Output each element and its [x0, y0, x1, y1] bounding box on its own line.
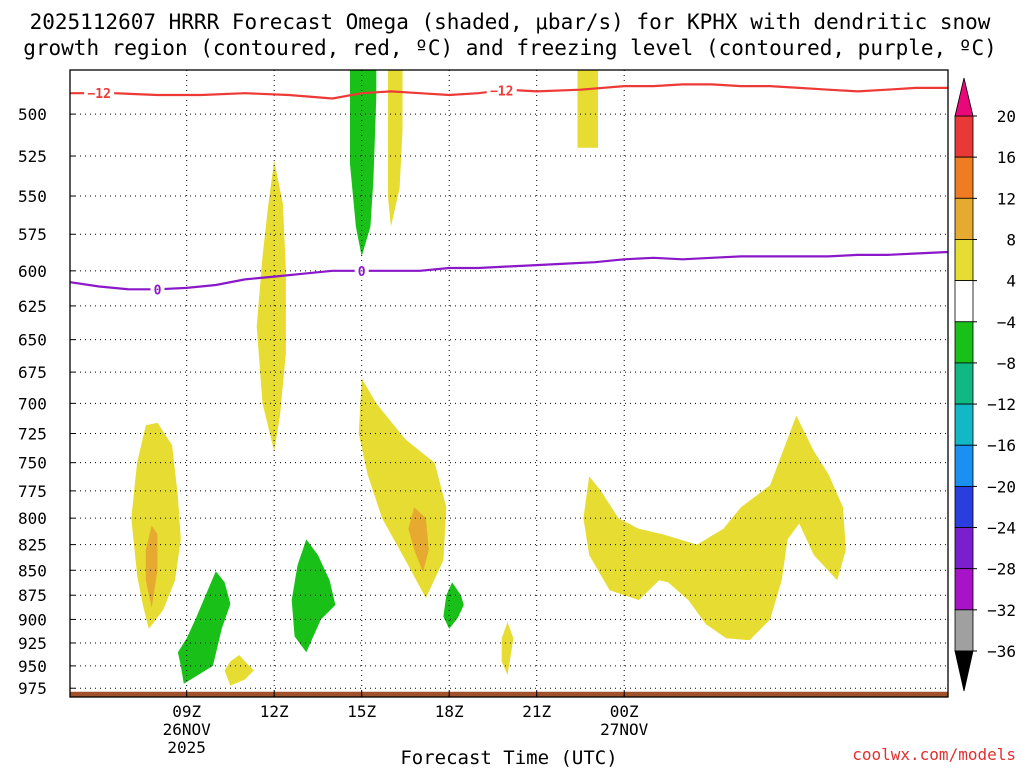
- plot-inner: −12 −12 0 0: [70, 70, 948, 697]
- colorbar-bin-0: [954, 115, 974, 158]
- chart-title-line1: 2025112607 HRRR Forecast Omega (shaded, …: [30, 10, 991, 34]
- colorbar-label-2: 12: [997, 189, 1016, 208]
- ytick-label-725: 725: [18, 425, 47, 444]
- omega-region-9: [224, 655, 254, 686]
- xtick-label-21Z: 21Z: [522, 702, 551, 721]
- x-axis-label: Forecast Time (UTC): [400, 747, 617, 768]
- colorbar-under-triangle: [954, 650, 974, 692]
- ytick-label-925: 925: [18, 634, 47, 653]
- colorbar-bin-4: [954, 280, 974, 323]
- colorbar-bin-11: [954, 568, 974, 611]
- colorbar-label-13: −36: [987, 642, 1016, 661]
- colorbar-bin-3: [954, 239, 974, 282]
- ytick-label-875: 875: [18, 586, 47, 605]
- ytick-label-900: 900: [18, 610, 47, 629]
- colorbar-bin-8: [954, 444, 974, 487]
- omega-region-0: [350, 70, 377, 257]
- omega-region-5: [408, 507, 429, 573]
- ytick-label-550: 550: [18, 187, 47, 206]
- colorbar-label-1: 16: [997, 148, 1016, 167]
- colorbar-label-8: −16: [987, 436, 1016, 455]
- colorbar-label-6: −8: [997, 354, 1016, 373]
- colorbar-label-0: 20: [997, 107, 1016, 126]
- xtick-label-18Z: 18Z: [435, 702, 464, 721]
- colorbar-bin-9: [954, 485, 974, 528]
- source-credit: coolwx.com/models: [852, 745, 1016, 764]
- omega-region-3: [256, 160, 286, 452]
- colorbar-label-7: −12: [987, 395, 1016, 414]
- xtick-date-09Z: 26NOV: [163, 720, 212, 739]
- colorbar-label-3: 8: [1006, 230, 1016, 249]
- xtick-label-00Z: 00Z: [610, 702, 639, 721]
- colorbar-label-5: −4: [997, 313, 1016, 332]
- ytick-label-800: 800: [18, 509, 47, 528]
- ytick-label-500: 500: [18, 105, 47, 124]
- colorbar-bin-1: [954, 156, 974, 199]
- colorbar-label-10: −24: [987, 519, 1016, 538]
- omega-region-13: [583, 415, 846, 641]
- ytick-label-625: 625: [18, 297, 47, 316]
- ytick-label-575: 575: [18, 225, 47, 244]
- xtick-label-12Z: 12Z: [260, 702, 289, 721]
- ytick-label-750: 750: [18, 454, 47, 473]
- colorbar-label-4: 4: [1006, 272, 1016, 291]
- omega-region-11: [443, 582, 464, 629]
- colorbar-bin-10: [954, 527, 974, 570]
- ytick-label-650: 650: [18, 331, 47, 350]
- colorbar-label-11: −28: [987, 560, 1016, 579]
- ytick-label-600: 600: [18, 262, 47, 281]
- ytick-label-700: 700: [18, 394, 47, 413]
- colorbar-bin-7: [954, 403, 974, 446]
- contour-line-1: [70, 250, 948, 291]
- omega-region-12: [501, 622, 514, 675]
- omega-region-4: [358, 378, 447, 599]
- ytick-label-850: 850: [18, 561, 47, 580]
- omega-region-8: [177, 571, 231, 684]
- ytick-label-975: 975: [18, 679, 47, 698]
- colorbar-bin-2: [954, 197, 974, 240]
- omega-region-2: [577, 70, 598, 148]
- ytick-label-525: 525: [18, 147, 47, 166]
- xtick-date-00Z: 27NOV: [600, 720, 649, 739]
- colorbar-bin-12: [954, 609, 974, 652]
- contour-label-0-1: −12: [490, 84, 513, 99]
- omega-region-6: [131, 422, 181, 629]
- plot-frame: [69, 69, 949, 698]
- ytick-label-775: 775: [18, 482, 47, 501]
- omega-region-7: [145, 525, 158, 608]
- contour-label-bg: [84, 85, 115, 102]
- colorbar: 20 16 12 8 4 −4 −8 −12 −16 −20 −24 −28 −32 −36: [954, 77, 1016, 692]
- colorbar-label-12: −32: [987, 601, 1016, 620]
- colorbar-label-9: −20: [987, 477, 1016, 496]
- contour-label-bg: [486, 82, 517, 99]
- contour-label-1-1: 0: [358, 265, 366, 280]
- contour-label-bg: [150, 281, 165, 298]
- colorbar-over-triangle: [954, 77, 974, 117]
- contour-label-1-0: 0: [154, 283, 162, 298]
- xtick-year-09Z: 2025: [167, 738, 206, 757]
- contour-line-0: [70, 83, 948, 100]
- contour-label-bg: [354, 262, 369, 279]
- ytick-label-825: 825: [18, 536, 47, 555]
- colorbar-bin-5: [954, 321, 974, 364]
- omega-region-1: [387, 70, 403, 227]
- contour-label-0-0: −12: [87, 87, 110, 102]
- ground-surface: [70, 691, 948, 697]
- ytick-label-950: 950: [18, 657, 47, 676]
- xtick-label-09Z: 09Z: [172, 702, 201, 721]
- ytick-label-675: 675: [18, 363, 47, 382]
- omega-region-10: [291, 539, 336, 653]
- xtick-label-15Z: 15Z: [347, 702, 376, 721]
- chart-title-line2: growth region (contoured, red, ºC) and f…: [23, 36, 997, 60]
- colorbar-bin-6: [954, 362, 974, 405]
- plot-area: −12 −12 0 0 500 525 550 575 600 625 650 675 700 725 75…: [18, 69, 949, 757]
